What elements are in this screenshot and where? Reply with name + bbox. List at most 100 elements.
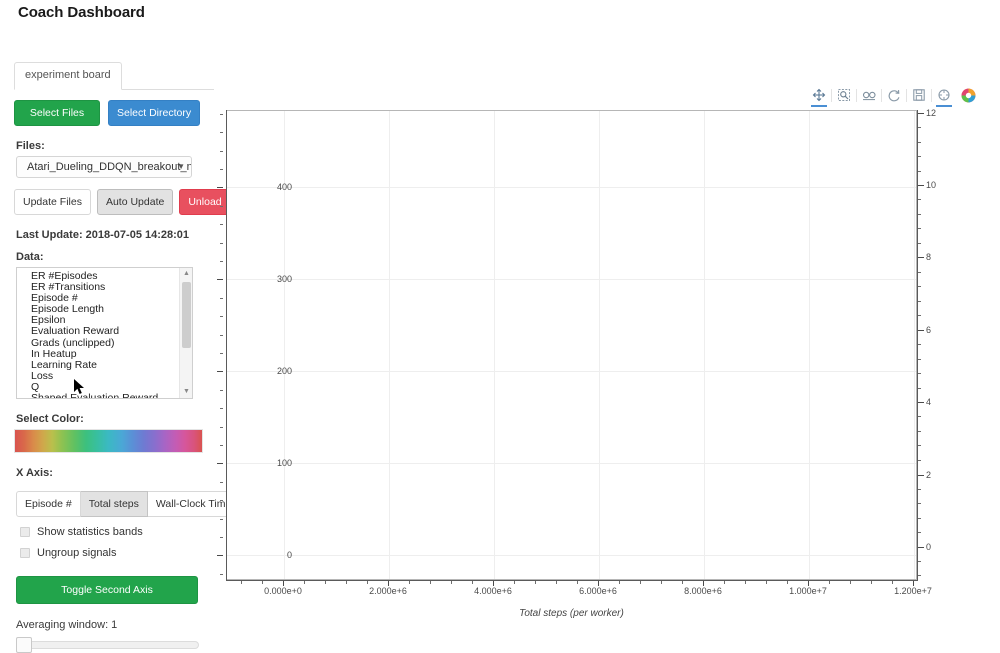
y-minor-tick-left [220, 519, 223, 520]
y-minor-tick-right [918, 156, 921, 157]
list-item[interactable]: Epsilon [31, 314, 66, 327]
files-label: Files: [16, 140, 45, 152]
x-minor-tick [304, 581, 305, 584]
list-item[interactable]: ER #Transitions [31, 281, 106, 294]
y-tick-mark-left [217, 187, 223, 188]
list-item[interactable]: Loss [31, 369, 54, 382]
listbox-scrollbar[interactable]: ▲ ▼ [179, 268, 192, 398]
list-item[interactable]: Evaluation Reward [31, 325, 120, 338]
y-minor-tick-right [918, 489, 921, 490]
x-minor-tick [745, 581, 746, 584]
y-minor-tick-right [918, 359, 921, 360]
y-minor-tick-left [220, 445, 223, 446]
y-minor-tick-left [220, 390, 223, 391]
x-minor-tick [262, 581, 263, 584]
slider-track[interactable] [16, 641, 199, 649]
y-tick-label-right: 8 [926, 252, 932, 262]
x-axis-option-episode[interactable]: Episode # [16, 491, 81, 517]
unload-button[interactable]: Unload [179, 189, 231, 215]
list-item[interactable]: Episode Length [31, 303, 104, 316]
x-minor-tick [619, 581, 620, 584]
y-tick-label-left: 300 [276, 274, 292, 284]
x-tick-mark [913, 581, 914, 586]
x-tick-label: 1.000e+7 [789, 586, 827, 596]
y-tick-label-right: 6 [926, 325, 932, 335]
last-update-text: Last Update: 2018-07-05 14:28:01 [16, 229, 190, 241]
checkbox-show-statistics-bands[interactable] [20, 527, 30, 537]
x-axis-option-total-steps[interactable]: Total steps [80, 491, 148, 517]
list-item[interactable]: Episode # [31, 292, 78, 305]
y-minor-tick-right [918, 272, 921, 273]
toggle-second-axis-button[interactable]: Toggle Second Axis [16, 576, 198, 604]
y-minor-tick-right [918, 243, 921, 244]
select-directory-button[interactable]: Select Directory [108, 100, 200, 126]
gridline-x [914, 111, 915, 579]
x-tick-mark [388, 581, 389, 586]
y-minor-tick-right [918, 518, 921, 519]
y-minor-tick-left [220, 574, 223, 575]
box-zoom-icon[interactable] [834, 85, 854, 105]
plot-frame[interactable] [226, 110, 917, 580]
y-minor-tick-right [918, 373, 921, 374]
list-item[interactable]: Shaped Evaluation Reward [31, 392, 159, 399]
checkbox-row-ungroup-signals[interactable]: Ungroup signals [20, 547, 214, 559]
y-minor-tick-right [918, 142, 921, 143]
y-tick-mark-right [918, 113, 924, 114]
list-item[interactable]: Q [31, 380, 40, 393]
scroll-down-icon[interactable]: ▼ [183, 388, 190, 395]
y-minor-tick-left [220, 335, 223, 336]
x-axis-line [226, 580, 918, 581]
averaging-window-slider[interactable] [16, 637, 199, 653]
gridline-x [389, 111, 390, 579]
bokeh-logo-icon[interactable] [958, 85, 978, 105]
auto-update-button[interactable]: Auto Update [96, 189, 174, 215]
list-item[interactable]: In Heatup [31, 347, 77, 360]
list-item[interactable]: Learning Rate [31, 358, 97, 371]
checkbox-row-statistics-bands[interactable]: Show statistics bands [20, 526, 214, 538]
x-tick-label: 1.200e+7 [894, 586, 932, 596]
checkbox-ungroup-signals[interactable] [20, 548, 30, 558]
page-title: Coach Dashboard [18, 4, 145, 21]
x-minor-tick [514, 581, 515, 584]
gridline-x [494, 111, 495, 579]
files-select[interactable]: Atari_Dueling_DDQN_breakout_new ▼ [16, 156, 192, 178]
x-minor-tick [766, 581, 767, 584]
slider-handle[interactable] [16, 637, 32, 653]
y-minor-tick-right [918, 301, 921, 302]
hover-icon[interactable] [934, 85, 954, 107]
scrollbar-thumb[interactable] [182, 282, 191, 348]
x-minor-tick [892, 581, 893, 584]
pan-icon[interactable] [809, 85, 829, 107]
y-minor-tick-left [220, 206, 223, 207]
gridline-y [227, 463, 916, 464]
y-tick-label-left: 200 [276, 366, 292, 376]
update-files-button[interactable]: Update Files [14, 189, 91, 215]
x-axis-option-wall-clock[interactable]: Wall-Clock Time [147, 491, 241, 517]
color-gradient-picker[interactable] [14, 429, 203, 453]
x-minor-tick [367, 581, 368, 584]
save-icon[interactable] [909, 85, 929, 105]
reset-icon[interactable] [884, 85, 904, 105]
x-minor-tick [472, 581, 473, 584]
x-tick-mark [283, 581, 284, 586]
x-minor-tick [451, 581, 452, 584]
y-axis-left [226, 110, 227, 580]
checkbox-label: Show statistics bands [37, 526, 143, 538]
y-minor-tick-right [918, 445, 921, 446]
list-item[interactable]: ER #Episodes [31, 270, 98, 282]
gridline-y [227, 555, 916, 556]
y-tick-mark-right [918, 330, 924, 331]
gridline-x [599, 111, 600, 579]
y-tick-label-left: 100 [276, 458, 292, 468]
files-select-value: Atari_Dueling_DDQN_breakout_new [27, 161, 192, 173]
wheel-zoom-icon[interactable] [859, 85, 879, 105]
x-axis-title: Total steps (per worker) [519, 608, 624, 619]
y-minor-tick-right [918, 315, 921, 316]
scroll-up-icon[interactable]: ▲ [183, 270, 190, 277]
data-listbox[interactable]: ER #Episodes ER #Transitions Episode # E… [16, 267, 193, 399]
list-item[interactable]: Grads (unclipped) [31, 336, 115, 349]
tab-experiment-board[interactable]: experiment board [14, 62, 122, 90]
y-axis-right [917, 110, 918, 580]
select-files-button[interactable]: Select Files [14, 100, 100, 126]
y-minor-tick-left [220, 114, 223, 115]
